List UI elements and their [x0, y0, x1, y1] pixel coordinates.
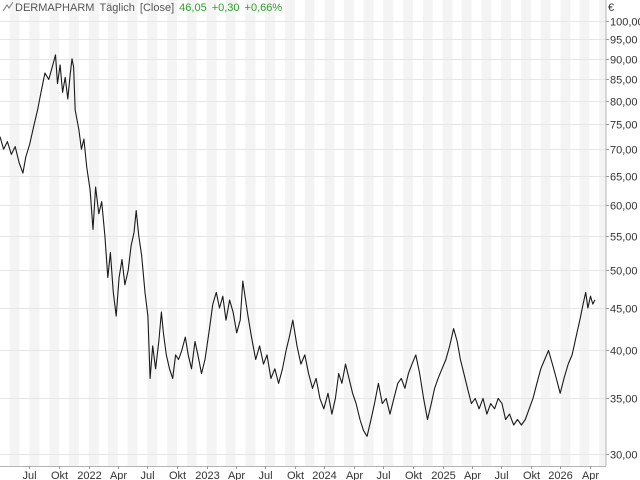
y-tick-label: 35,00 [610, 394, 638, 406]
price-change-pct: +0,66% [244, 2, 283, 14]
month-band [481, 0, 492, 466]
x-tick-label: Apr [110, 470, 127, 480]
month-band [225, 0, 236, 466]
x-tick-label: Jul [376, 470, 390, 480]
last-price: 46,05 [179, 2, 207, 14]
x-tick-label: Apr [228, 470, 245, 480]
x-tick-label: Jul [494, 470, 508, 480]
y-tick-label: 50,00 [610, 266, 638, 278]
x-tick-label: Okt [523, 470, 540, 480]
symbol-name: DERMAPHARM [15, 2, 95, 14]
month-band [599, 0, 606, 466]
month-band [147, 0, 158, 466]
month-band [422, 0, 433, 466]
y-tick-label: 90,00 [610, 55, 638, 67]
month-band [206, 0, 217, 466]
chart-header: DERMAPHARM Täglich [Close] 46,05 +0,30 +0,66% [3, 2, 287, 14]
month-band [127, 0, 138, 466]
month-band [343, 0, 354, 466]
month-band [383, 0, 394, 466]
x-tick-label: Apr [582, 470, 599, 480]
x-tick-label: Jul [22, 470, 36, 480]
month-band [245, 0, 256, 466]
month-band [49, 0, 60, 466]
month-bands [9, 0, 606, 466]
x-tick-label: Jul [140, 470, 154, 480]
month-band [69, 0, 79, 466]
line-chart-icon [3, 2, 13, 12]
month-band [265, 0, 276, 466]
y-tick-label: 65,00 [610, 172, 638, 184]
month-band [285, 0, 295, 466]
month-band [579, 0, 590, 466]
x-tick-label: Okt [169, 470, 186, 480]
y-tick-label: 80,00 [610, 97, 638, 109]
y-tick-label: 45,00 [610, 304, 638, 316]
month-band [186, 0, 197, 466]
x-tick-label: Apr [346, 470, 363, 480]
y-tick-label: 70,00 [610, 145, 638, 157]
month-band [304, 0, 315, 466]
month-band [540, 0, 551, 466]
y-tick-label: 100,00 [610, 17, 640, 29]
x-tick-label: 2025 [431, 470, 455, 480]
x-tick-label: Apr [464, 470, 481, 480]
month-band [88, 0, 99, 466]
x-tick-label: 2022 [77, 470, 101, 480]
price-series-line [0, 54, 596, 437]
month-band [107, 0, 118, 466]
mode-label: [Close] [139, 2, 175, 14]
x-tick-label: Okt [51, 470, 68, 480]
x-tick-label: 2026 [548, 470, 572, 480]
x-tick-label: 2023 [195, 470, 219, 480]
month-band [501, 0, 512, 466]
x-tick-label: Jul [258, 470, 272, 480]
y-axis-ticks: 30,00 35,00 40,00 45,00 50,00 55,00 60,00 65,00… [606, 17, 640, 462]
y-tick-label: 95,00 [610, 35, 638, 47]
interval-label: Täglich [99, 2, 135, 14]
month-band [560, 0, 571, 466]
month-band [29, 0, 40, 466]
x-axis-ticks: Jul Okt 2022 Apr Jul Okt 2023 Apr Jul Okt 2024 Apr J… [22, 466, 599, 480]
y-tick-label: 30,00 [610, 450, 638, 462]
month-band [167, 0, 177, 466]
x-tick-label: 2024 [312, 470, 336, 480]
price-change: +0,30 [211, 2, 240, 14]
month-band [324, 0, 335, 466]
y-tick-label: 55,00 [610, 232, 638, 244]
month-band [442, 0, 453, 466]
currency-label: € [608, 2, 615, 14]
y-tick-label: 75,00 [610, 120, 638, 132]
month-band [521, 0, 531, 466]
grid-lines [0, 21, 606, 455]
x-tick-label: Okt [287, 470, 304, 480]
y-tick-label: 60,00 [610, 201, 638, 213]
y-tick-label: 40,00 [610, 346, 638, 358]
month-band [461, 0, 472, 466]
month-band [9, 0, 20, 466]
month-band [403, 0, 413, 466]
month-band [363, 0, 374, 466]
y-tick-label: 85,00 [610, 75, 638, 87]
x-tick-label: Okt [405, 470, 422, 480]
